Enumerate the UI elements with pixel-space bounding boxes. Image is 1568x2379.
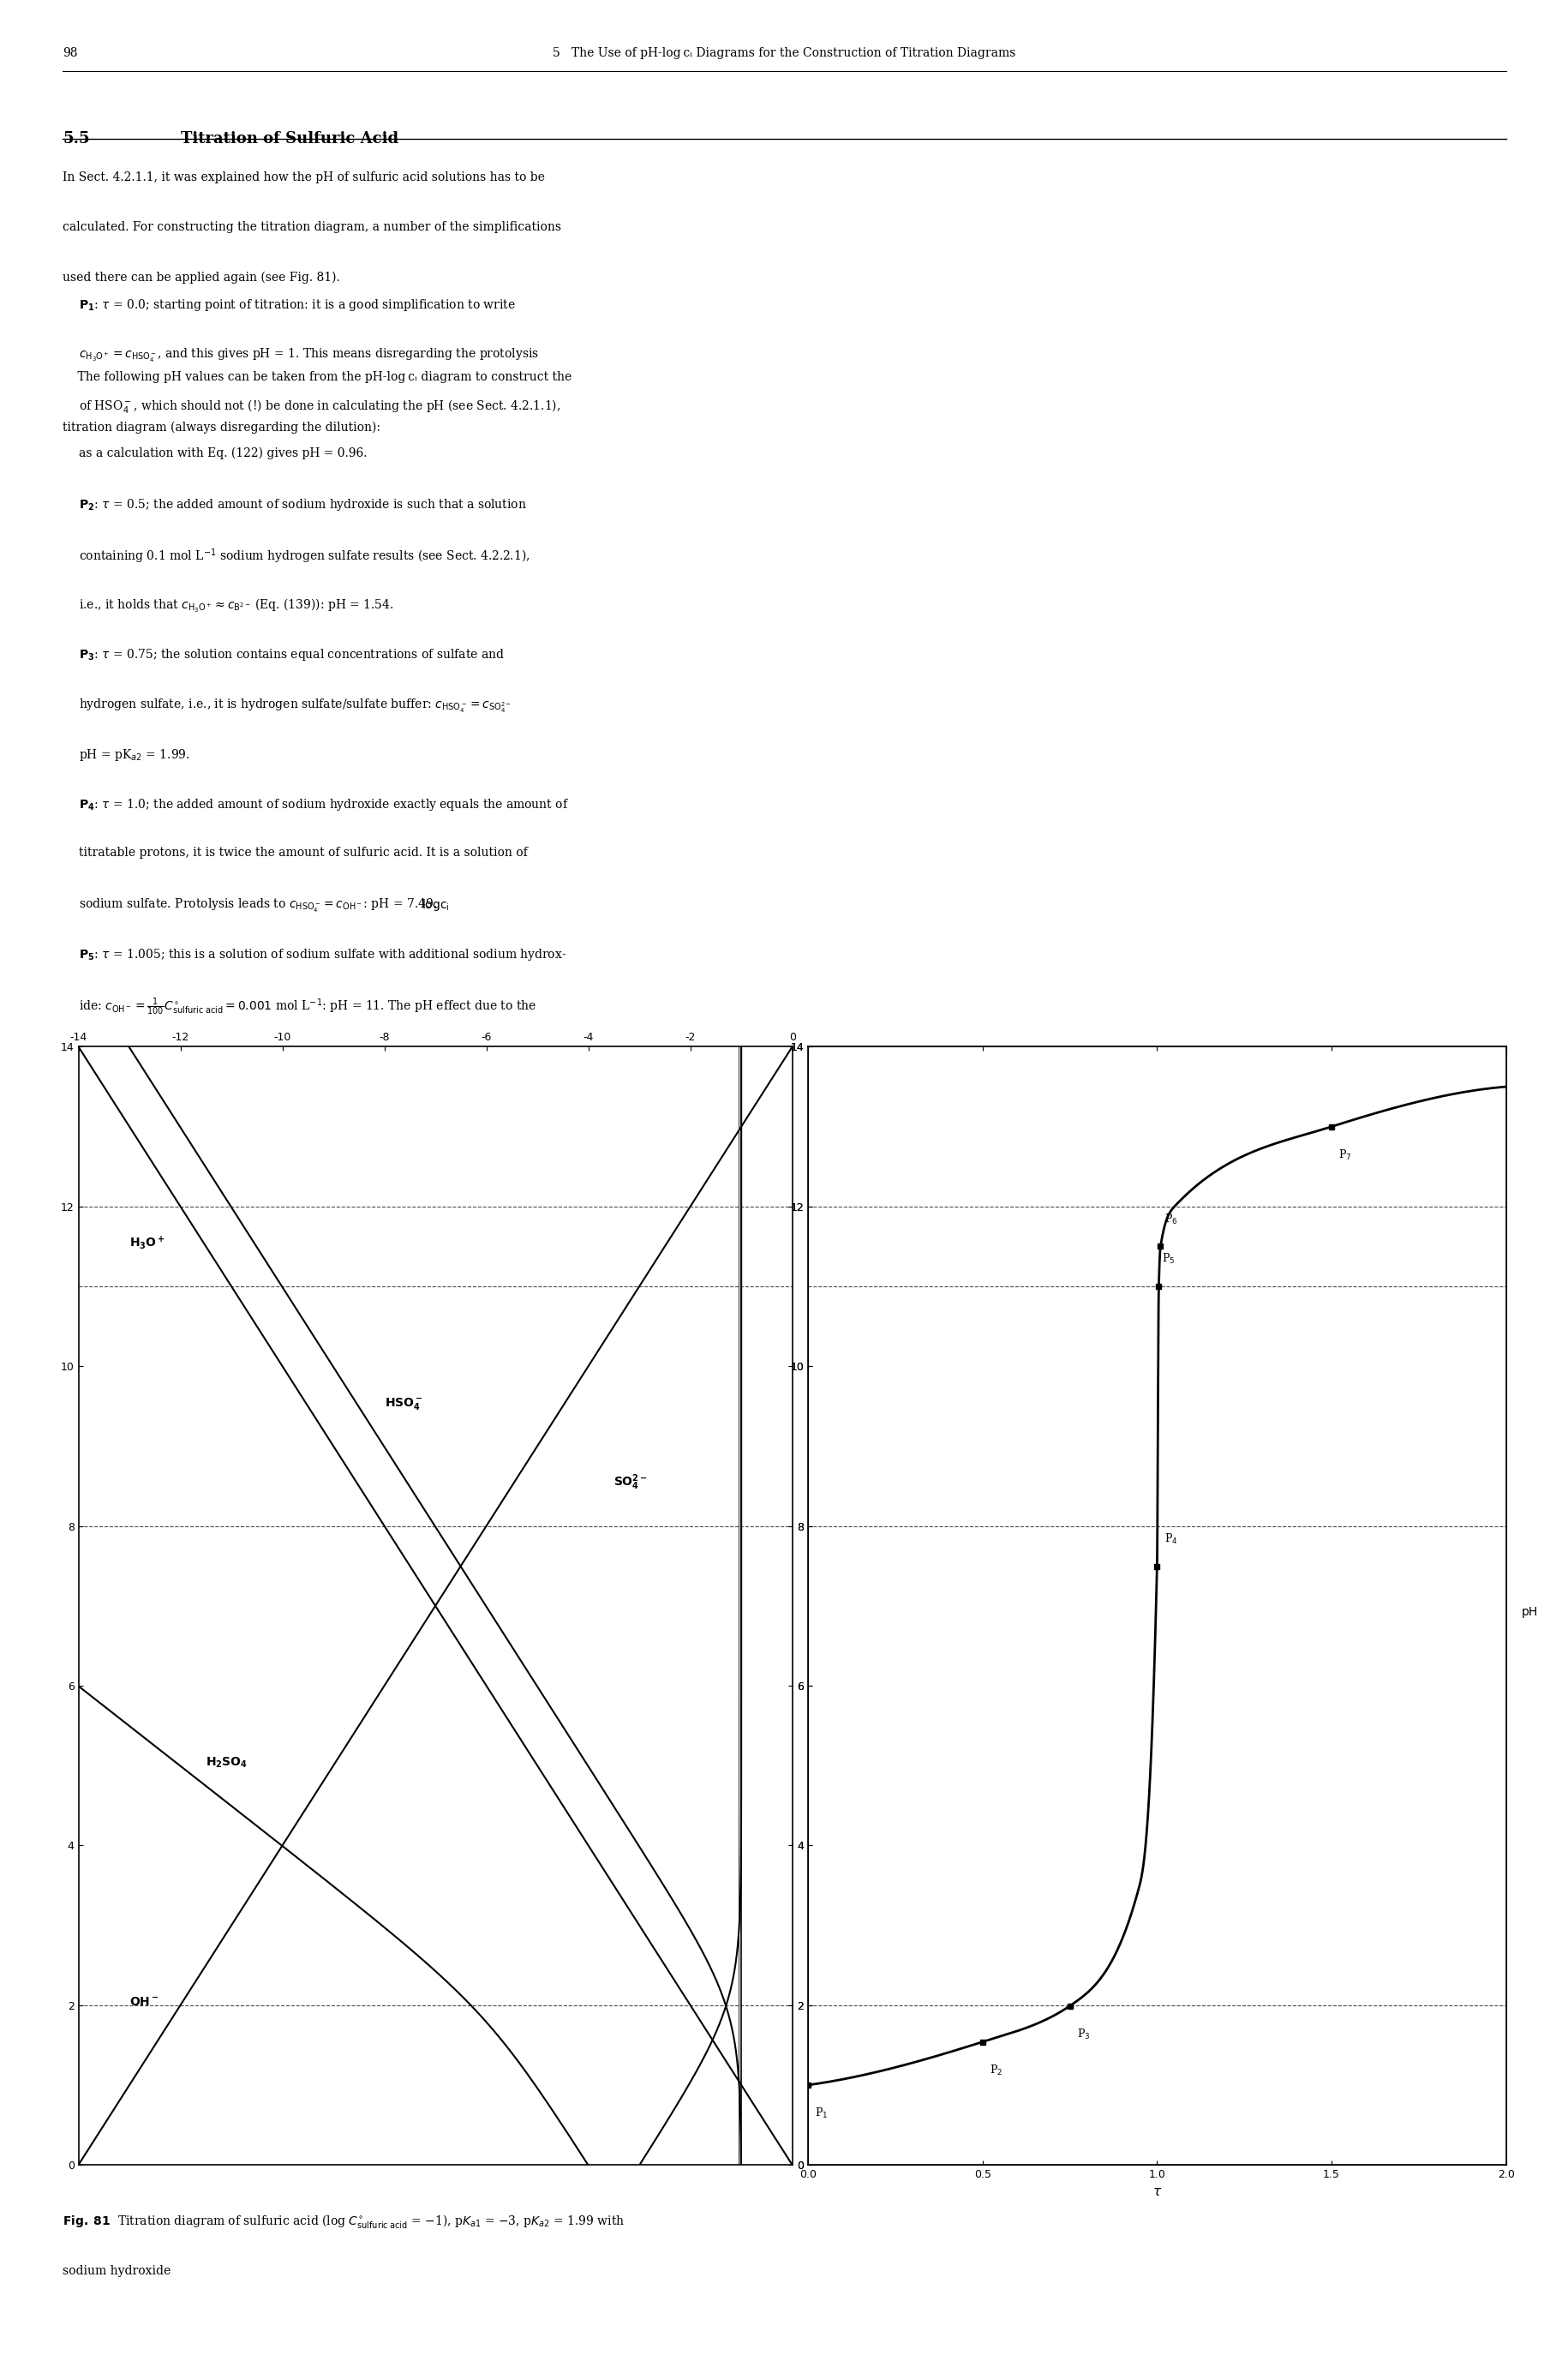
Text: P$_5$: P$_5$ bbox=[1162, 1251, 1174, 1266]
Text: $\mathbf{P_4}$: $\tau$ = 1.0; the added amount of sodium hydroxide exactly equal: $\mathbf{P_4}$: $\tau$ = 1.0; the added … bbox=[78, 797, 568, 811]
Text: 5.5: 5.5 bbox=[63, 131, 89, 145]
Text: containing 0.1 mol L$^{-1}$ sodium hydrogen sulfate results (see Sect. 4.2.2.1),: containing 0.1 mol L$^{-1}$ sodium hydro… bbox=[78, 547, 530, 566]
Text: of HSO$_4^-$, which should not (!) be done in calculating the pH (see Sect. 4.2.: of HSO$_4^-$, which should not (!) be do… bbox=[78, 397, 560, 414]
Y-axis label: pH: pH bbox=[1521, 1606, 1537, 1618]
Text: The following pH values can be taken from the pH-log cᵢ diagram to construct the: The following pH values can be taken fro… bbox=[63, 371, 572, 383]
Text: $\mathbf{OH^-}$: $\mathbf{OH^-}$ bbox=[130, 1996, 158, 2008]
Text: hydrogen sulfate, i.e., it is hydrogen sulfate/sulfate buffer: $c_{\mathrm{HSO_4: hydrogen sulfate, i.e., it is hydrogen s… bbox=[78, 697, 511, 714]
Text: $\mathbf{Fig.\;81}$  Titration diagram of sulfuric acid (log $C^{\circ}_{\mathrm: $\mathbf{Fig.\;81}$ Titration diagram of… bbox=[63, 2212, 624, 2229]
Text: titratable protons, it is twice the amount of sulfuric acid. It is a solution of: titratable protons, it is twice the amou… bbox=[78, 847, 527, 859]
Text: P$_1$: P$_1$ bbox=[814, 2108, 828, 2120]
Text: titration diagram (always disregarding the dilution):: titration diagram (always disregarding t… bbox=[63, 421, 381, 433]
Text: sodium hydroxide: sodium hydroxide bbox=[63, 2265, 171, 2277]
Text: P$_4$: P$_4$ bbox=[1163, 1532, 1176, 1546]
Text: ide: $c_{\mathrm{OH^-}} = \frac{1}{100}C^{\circ}_{\mathrm{sulfuric\;acid}} = 0.0: ide: $c_{\mathrm{OH^-}} = \frac{1}{100}C… bbox=[78, 997, 536, 1018]
Text: calculated. For constructing the titration diagram, a number of the simplificati: calculated. For constructing the titrati… bbox=[63, 221, 561, 233]
Text: In Sect. 4.2.1.1, it was explained how the pH of sulfuric acid solutions has to : In Sect. 4.2.1.1, it was explained how t… bbox=[63, 171, 544, 183]
Text: i.e., it holds that $c_{\mathrm{H_3O^+}} \approx c_{\mathrm{B^{2-}}}$ (Eq. (139): i.e., it holds that $c_{\mathrm{H_3O^+}}… bbox=[78, 597, 394, 614]
Text: $c_{\mathrm{H_3O^+}} = c_{\mathrm{HSO_4^-}}$, and this gives pH = 1. This means : $c_{\mathrm{H_3O^+}} = c_{\mathrm{HSO_4^… bbox=[78, 347, 538, 364]
Text: $\mathbf{P_3}$: $\tau$ = 0.75; the solution contains equal concentrations of sul: $\mathbf{P_3}$: $\tau$ = 0.75; the solut… bbox=[78, 647, 503, 661]
Text: $\mathbf{P_5}$: $\tau$ = 1.005; this is a solution of sodium sulfate with additi: $\mathbf{P_5}$: $\tau$ = 1.005; this is … bbox=[78, 947, 566, 961]
Text: 5   The Use of pH-log cᵢ Diagrams for the Construction of Titration Diagrams: 5 The Use of pH-log cᵢ Diagrams for the … bbox=[552, 48, 1016, 59]
Text: $\mathbf{H_2SO_4}$: $\mathbf{H_2SO_4}$ bbox=[205, 1756, 248, 1770]
Text: $\mathbf{P_2}$: $\tau$ = 0.5; the added amount of sodium hydroxide is such that : $\mathbf{P_2}$: $\tau$ = 0.5; the added … bbox=[78, 497, 527, 511]
Text: P$_7$: P$_7$ bbox=[1338, 1149, 1352, 1161]
Text: as a calculation with Eq. (122) gives pH = 0.96.: as a calculation with Eq. (122) gives pH… bbox=[78, 447, 367, 459]
Text: P$_2$: P$_2$ bbox=[989, 2063, 1002, 2077]
Text: pH = pK$_{a2}$ = 1.99.: pH = pK$_{a2}$ = 1.99. bbox=[78, 747, 190, 761]
Text: sodium sulfate. Protolysis leads to $c_{\mathrm{HSO_4^-}} = c_{\mathrm{OH^-}}$: : sodium sulfate. Protolysis leads to $c_{… bbox=[78, 897, 436, 914]
Text: $\mathbf{SO_4^{2-}}$: $\mathbf{SO_4^{2-}}$ bbox=[613, 1473, 648, 1492]
Text: $\mathrm{logc_i}$: $\mathrm{logc_i}$ bbox=[422, 897, 448, 914]
Text: $\mathbf{P_1}$: $\tau$ = 0.0; starting point of titration: it is a good simplifi: $\mathbf{P_1}$: $\tau$ = 0.0; starting p… bbox=[78, 297, 514, 312]
Text: $\mathbf{H_3O^+}$: $\mathbf{H_3O^+}$ bbox=[130, 1235, 165, 1251]
Text: Titration of Sulfuric Acid: Titration of Sulfuric Acid bbox=[180, 131, 398, 145]
Text: protonation of SO$_4^{2-}$ can be disregarded.: protonation of SO$_4^{2-}$ can be disreg… bbox=[78, 1047, 326, 1066]
X-axis label: $\tau$: $\tau$ bbox=[1151, 2184, 1162, 2198]
Text: P$_3$: P$_3$ bbox=[1076, 2027, 1090, 2041]
Text: $\mathbf{HSO_4^-}$: $\mathbf{HSO_4^-}$ bbox=[384, 1396, 422, 1411]
Text: P$_6$: P$_6$ bbox=[1163, 1213, 1176, 1225]
Text: used there can be applied again (see Fig. 81).: used there can be applied again (see Fig… bbox=[63, 271, 340, 283]
Text: 98: 98 bbox=[63, 48, 78, 59]
